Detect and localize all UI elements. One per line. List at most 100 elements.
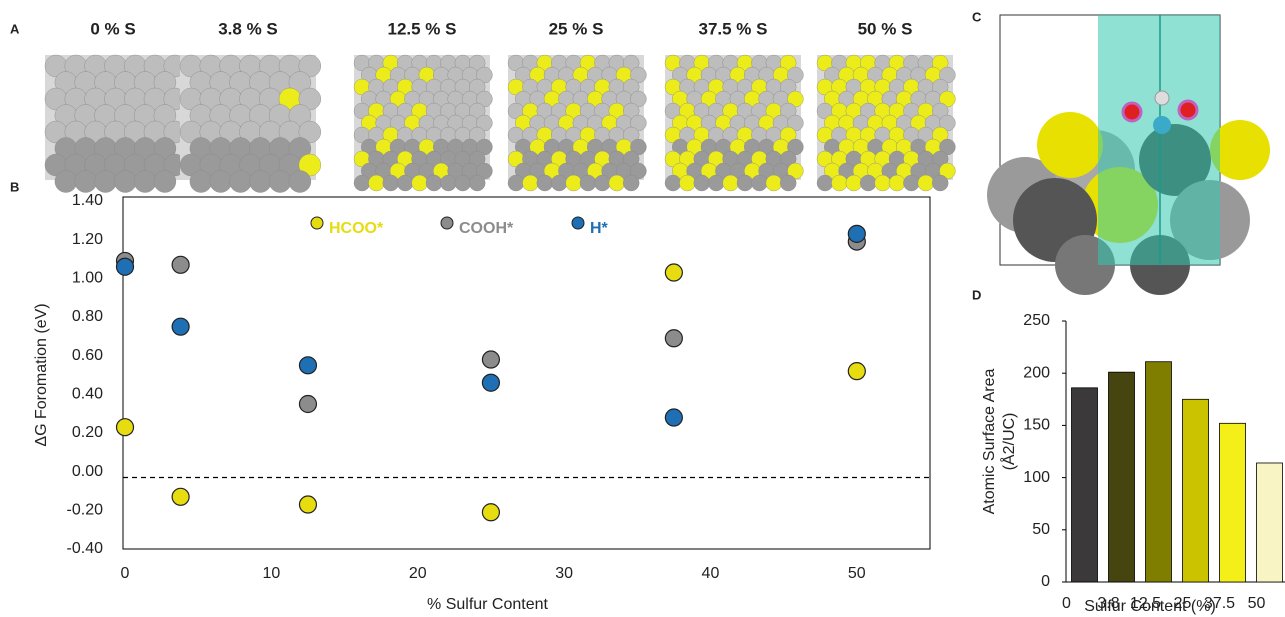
legend-label: H* <box>590 220 609 237</box>
panel-label: C <box>972 9 982 24</box>
y-tick-label: 0 <box>1041 573 1050 590</box>
x-tick-label: 20 <box>409 565 427 582</box>
data-point <box>299 396 316 413</box>
atom <box>846 175 862 191</box>
atom <box>889 175 905 191</box>
legend-marker <box>311 217 323 229</box>
atom <box>708 175 724 191</box>
atom <box>397 175 413 191</box>
data-point <box>117 258 134 275</box>
plot-frame <box>123 197 930 549</box>
atom <box>269 171 291 193</box>
scatter-chart: -0.40-0.200.000.200.400.600.801.001.201.… <box>33 192 930 613</box>
atom <box>426 175 442 191</box>
data-point <box>665 330 682 347</box>
data-point <box>848 363 865 380</box>
bar <box>1072 388 1098 582</box>
data-point <box>665 264 682 281</box>
y-tick-label: 250 <box>1023 312 1050 329</box>
atom <box>737 175 753 191</box>
data-point <box>299 357 316 374</box>
y-tick-label: 100 <box>1023 469 1050 486</box>
data-point <box>172 256 189 273</box>
legend-label: COOH* <box>459 220 514 237</box>
structure-image <box>987 15 1285 295</box>
y-axis-title: Atomic Surface Area <box>981 368 998 514</box>
x-tick-label: 30 <box>555 565 573 582</box>
atom <box>580 175 596 191</box>
atom <box>289 171 311 193</box>
surface-label: 25 % S <box>549 19 604 38</box>
atom <box>566 175 582 191</box>
x-tick-label: 10 <box>262 565 280 582</box>
y-tick-label: 0.20 <box>72 424 103 441</box>
surface-label: 3.8 % S <box>218 19 278 38</box>
x-axis-title: % Sulfur Content <box>427 596 549 613</box>
bar <box>1257 463 1283 582</box>
atom <box>455 175 471 191</box>
x-tick-label: 40 <box>702 565 720 582</box>
atom <box>210 171 232 193</box>
atom <box>75 171 97 193</box>
atom <box>723 175 739 191</box>
atom <box>817 175 833 191</box>
atom <box>623 175 639 191</box>
data-point <box>848 225 865 242</box>
atom <box>508 175 524 191</box>
atom <box>831 175 847 191</box>
y-tick-label: 0.40 <box>72 386 103 403</box>
x-tick-label: 0 <box>1062 595 1071 612</box>
atom <box>383 175 399 191</box>
panel-label: B <box>10 179 19 194</box>
surface-label: 50 % S <box>858 19 913 38</box>
bar <box>1183 399 1209 582</box>
figure: A B C D 0 % S3.8 % S12.5 % S25 % S37.5 %… <box>0 0 1285 617</box>
atom <box>230 171 252 193</box>
atom <box>537 175 553 191</box>
y-tick-label: 50 <box>1032 521 1050 538</box>
data-point <box>482 374 499 391</box>
atom <box>665 175 681 191</box>
bar <box>1220 423 1246 582</box>
atom <box>469 175 485 191</box>
data-point <box>117 419 134 436</box>
x-tick-label: 50 <box>848 565 866 582</box>
data-point <box>665 409 682 426</box>
data-point <box>482 504 499 521</box>
atom <box>412 175 428 191</box>
x-axis-title: Sulfur Content (%) <box>1084 598 1216 615</box>
bar <box>1109 372 1135 582</box>
atom <box>751 175 767 191</box>
y-tick-label: 1.40 <box>72 192 103 209</box>
atom <box>594 175 610 191</box>
atom <box>368 175 384 191</box>
data-point <box>482 351 499 368</box>
panel-label: A <box>10 21 20 36</box>
y-tick-label: 150 <box>1023 417 1050 434</box>
legend-marker <box>441 217 453 229</box>
y-tick-label: 0.60 <box>72 347 103 364</box>
atom <box>114 171 136 193</box>
atom <box>609 175 625 191</box>
surface-label: 37.5 % S <box>699 19 768 38</box>
atom <box>134 171 156 193</box>
atom <box>249 171 271 193</box>
atom <box>780 175 796 191</box>
surface-label: 12.5 % S <box>388 19 457 38</box>
y-axis-title: ΔG Foromation (eV) <box>33 303 50 446</box>
x-tick-label: 50 <box>1248 595 1266 612</box>
atom <box>766 175 782 191</box>
atom <box>918 175 934 191</box>
legend-label: HCOO* <box>329 220 384 237</box>
x-tick-label: 0 <box>121 565 130 582</box>
atom <box>903 175 919 191</box>
data-point <box>172 318 189 335</box>
data-point <box>172 488 189 505</box>
y-axis-title: (Å2/UC) <box>999 413 1018 471</box>
y-tick-label: 200 <box>1023 364 1050 381</box>
atom <box>440 175 456 191</box>
data-point <box>299 496 316 513</box>
y-tick-label: 0.00 <box>72 463 103 480</box>
atom <box>190 171 212 193</box>
